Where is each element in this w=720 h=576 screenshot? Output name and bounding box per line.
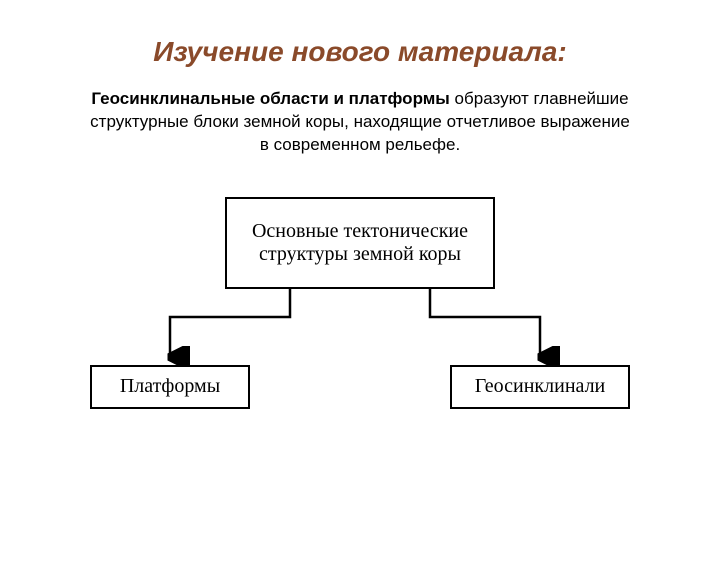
node-child-platforms-label: Платформы — [120, 375, 220, 398]
connector-right — [430, 289, 540, 357]
node-parent-label: Основные тектонические структуры земной … — [237, 220, 483, 266]
node-child-geosynclines: Геосинклинали — [450, 365, 630, 409]
intro-paragraph: Геосинклинальные области и платформы обр… — [90, 88, 630, 157]
page-title: Изучение нового материала: — [0, 36, 720, 68]
node-child-geosynclines-label: Геосинклинали — [475, 375, 606, 398]
node-parent: Основные тектонические структуры земной … — [225, 197, 495, 289]
connector-left — [170, 289, 290, 357]
tectonic-diagram: Основные тектонические структуры земной … — [90, 197, 630, 427]
intro-bold-lead: Геосинклинальные области и платформы — [91, 89, 449, 108]
node-child-platforms: Платформы — [90, 365, 250, 409]
